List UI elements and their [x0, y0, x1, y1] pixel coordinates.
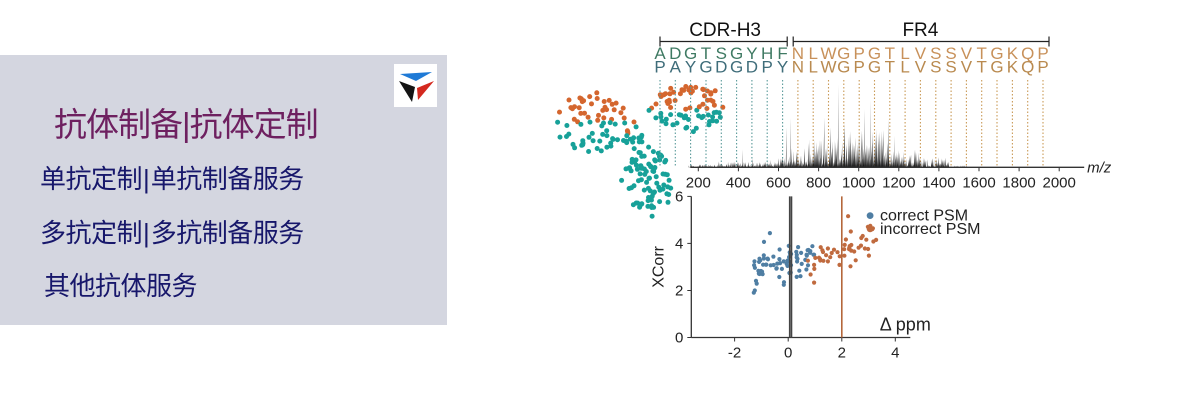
svg-text:P: P: [762, 58, 773, 77]
svg-text:800: 800: [806, 174, 831, 191]
svg-text:T: T: [885, 58, 895, 77]
svg-text:XCorr: XCorr: [650, 245, 667, 287]
svg-text:G: G: [699, 58, 712, 77]
svg-text:Q: Q: [1021, 58, 1034, 77]
svg-text:P: P: [1037, 58, 1048, 77]
svg-text:1600: 1600: [962, 174, 995, 191]
svg-text:2: 2: [838, 345, 846, 362]
svg-text:600: 600: [766, 174, 791, 191]
svg-text:V: V: [915, 58, 927, 77]
svg-text:N: N: [792, 58, 804, 77]
svg-text:2000: 2000: [1043, 174, 1076, 191]
svg-text:400: 400: [726, 174, 751, 191]
svg-text:200: 200: [686, 174, 711, 191]
svg-text:0: 0: [675, 330, 683, 347]
svg-text:-2: -2: [728, 345, 741, 362]
svg-text:0: 0: [784, 345, 792, 362]
svg-text:L: L: [900, 58, 909, 77]
svg-text:S: S: [945, 58, 956, 77]
svg-text:G: G: [837, 58, 850, 77]
svg-text:G: G: [990, 58, 1003, 77]
svg-text:m/z: m/z: [1087, 159, 1112, 176]
svg-text:G: G: [730, 58, 743, 77]
svg-text:2: 2: [675, 283, 683, 300]
svg-text:V: V: [961, 58, 973, 77]
svg-text:T: T: [977, 58, 987, 77]
svg-text:4: 4: [675, 235, 683, 252]
svg-text:P: P: [854, 58, 865, 77]
svg-text:1800: 1800: [1002, 174, 1035, 191]
svg-text:Y: Y: [685, 58, 696, 77]
svg-text:S: S: [930, 58, 941, 77]
svg-text:FR4: FR4: [902, 20, 938, 41]
svg-text:4: 4: [891, 345, 899, 362]
svg-text:Y: Y: [777, 58, 788, 77]
svg-text:1200: 1200: [882, 174, 915, 191]
svg-text:G: G: [868, 58, 881, 77]
svg-text:D: D: [746, 58, 758, 77]
svg-text:L: L: [808, 58, 817, 77]
svg-text:1400: 1400: [922, 174, 955, 191]
svg-text:P: P: [654, 58, 665, 77]
svg-text:1000: 1000: [842, 174, 875, 191]
svg-text:D: D: [715, 58, 727, 77]
svg-text:incorrect PSM: incorrect PSM: [880, 221, 980, 238]
svg-text:CDR-H3: CDR-H3: [689, 20, 761, 41]
svg-text:W: W: [820, 58, 836, 77]
svg-text:6: 6: [675, 188, 683, 205]
svg-text:Δ ppm: Δ ppm: [880, 315, 931, 335]
svg-text:A: A: [670, 58, 682, 77]
svg-text:K: K: [1007, 58, 1019, 77]
